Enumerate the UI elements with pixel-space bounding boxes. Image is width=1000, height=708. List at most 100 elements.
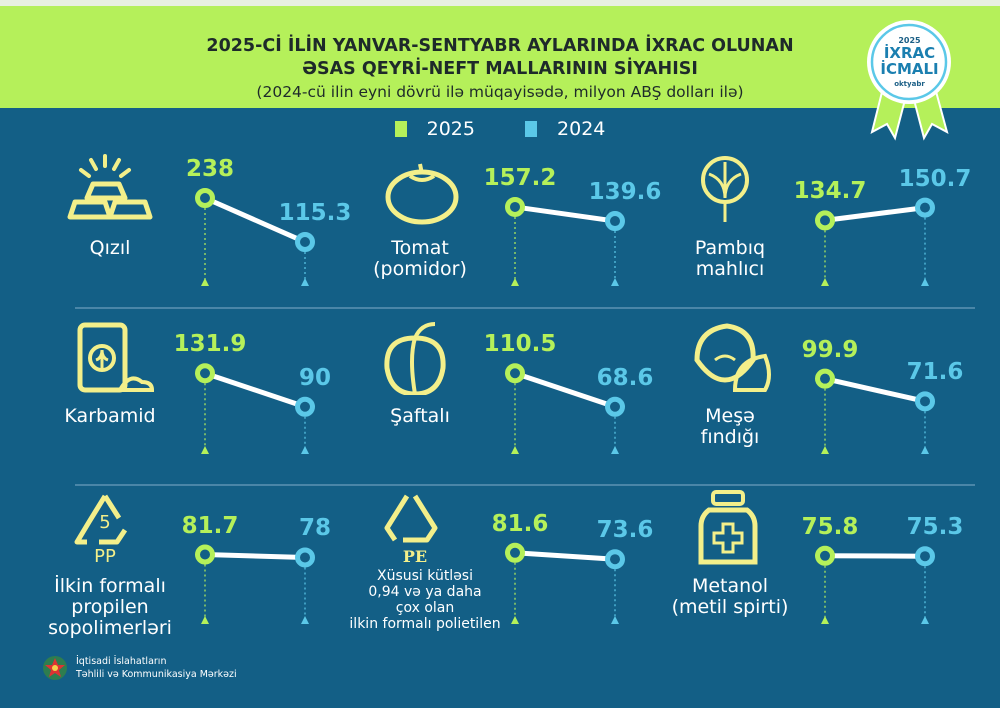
axis-marker-2024 (301, 446, 309, 454)
slope-plot (505, 363, 625, 454)
axis-marker-2025 (511, 616, 519, 624)
item-panel: Şaftalı 110.5 68.6 (370, 320, 670, 480)
badge-rosette: 2025 İXRAC İCMALI oktyabr (862, 14, 957, 144)
value-2024: 150.7 (898, 165, 972, 192)
point-2025 (505, 196, 525, 217)
item-panel: 5 PP İlkin formalı propilen sopolimerləri… (48, 490, 360, 650)
axis-marker-2024 (611, 616, 619, 624)
emblem-icon (43, 656, 67, 680)
value-2025: 134.7 (793, 178, 867, 205)
axis-marker-2025 (201, 278, 209, 286)
value-2024: 75.3 (906, 514, 964, 541)
item-panel: Qızıl 238 115.3 (60, 152, 360, 312)
svg-text:PP: PP (94, 546, 116, 565)
item-panel: Karbamid 131.9 90 (60, 320, 360, 480)
legend-label: 2025 (426, 118, 475, 140)
medicine-bottle-icon (698, 490, 758, 565)
item-label: Metanol (metil spirti) (671, 575, 789, 618)
axis-marker-2024 (611, 446, 619, 454)
axis-marker-2025 (821, 446, 829, 454)
header-banner: 2025-Cİ İLİN YANVAR-SENTYABR AYLARINDA İ… (0, 0, 1000, 108)
item-panel: Tomat (pomidor) 157.2 139.6 (370, 152, 670, 312)
legend-item-2025: 2025 (394, 118, 475, 140)
title-line-2: ƏSAS QEYRİ-NEFT MALLARININ SİYAHISI (302, 59, 698, 79)
footer-line2: Təhlili və Kommunikasiya Mərkəzi (76, 669, 237, 680)
value-2024: 78 (298, 515, 332, 542)
point-2025 (195, 544, 215, 565)
point-2025 (505, 542, 525, 563)
item-panel: PE Xüsusi kütləsi 0,94 və ya daha çox ol… (349, 490, 670, 650)
value-2024: 68.6 (596, 364, 654, 391)
hazelnut-icon (694, 323, 771, 392)
item-label: Meşə fındığı (700, 405, 760, 448)
legend-swatch (525, 121, 538, 137)
slope-line (204, 552, 306, 560)
value-2025: 238 (185, 156, 235, 182)
value-2025: 157.2 (483, 164, 557, 191)
item-label: İlkin formalı propilen sopolimerləri (48, 575, 172, 639)
axis-marker-2025 (201, 446, 209, 454)
axis-marker-2025 (821, 616, 829, 624)
slope-line (514, 204, 616, 224)
axis-marker-2024 (301, 616, 309, 624)
point-2024 (295, 232, 315, 252)
slope-plot (505, 196, 625, 286)
footer-line1: İqtisadi İslahatların (76, 656, 167, 667)
badge-line2: İCMALI (880, 60, 939, 78)
axis-marker-2024 (301, 278, 309, 286)
point-2024 (605, 396, 625, 417)
axis-marker-2024 (921, 278, 929, 286)
item-label: Karbamid (64, 405, 156, 427)
slope-line (514, 370, 616, 410)
point-2024 (295, 396, 315, 417)
recycle-pp-icon: 5 PP (74, 494, 128, 565)
item-label: Pambıq mahlıcı (694, 237, 766, 280)
slope-plot (195, 544, 315, 624)
svg-text:5: 5 (99, 512, 110, 533)
footer-logo: İqtisadi İslahatların Təhlili və Kommunik… (42, 655, 237, 681)
slope-line (203, 195, 307, 245)
value-2024: 73.6 (596, 517, 654, 544)
slope-plot (815, 545, 935, 624)
point-2025 (195, 188, 215, 208)
point-2024 (605, 211, 625, 232)
slope-line (204, 370, 306, 410)
legend: 2025 2024 (0, 118, 1000, 142)
axis-marker-2024 (921, 446, 929, 454)
point-2024 (915, 197, 935, 218)
svg-text:PE: PE (403, 547, 427, 565)
point-2025 (815, 545, 835, 566)
slope-plot (195, 188, 315, 286)
row-divider (75, 307, 975, 309)
slope-line (824, 205, 926, 223)
value-2024: 139.6 (588, 179, 662, 206)
item-panel: Metanol (metil spirti) 75.8 75.3 (672, 490, 980, 650)
badge-line1: İXRAC (883, 44, 936, 62)
point-2025 (815, 210, 835, 231)
point-2024 (915, 391, 935, 412)
legend-swatch (394, 121, 407, 137)
axis-marker-2025 (511, 446, 519, 454)
badge-month: oktyabr (894, 80, 925, 88)
value-2025: 131.9 (173, 331, 247, 358)
cotton-icon (701, 156, 749, 222)
item-label: Şaftalı (390, 405, 450, 427)
value-2024: 115.3 (278, 200, 352, 226)
value-2025: 81.6 (491, 510, 549, 537)
axis-marker-2025 (821, 278, 829, 286)
point-2024 (295, 547, 315, 568)
slope-plot (505, 542, 625, 624)
axis-marker-2024 (611, 278, 619, 286)
value-2025: 110.5 (483, 331, 557, 358)
point-2025 (815, 368, 835, 389)
slope-plot (815, 368, 935, 454)
badge-year: 2025 (898, 36, 921, 45)
subtitle: (2024-cü ilin eyni dövrü ilə müqayisədə,… (256, 83, 744, 101)
legend-label: 2024 (557, 118, 606, 140)
value-2025: 75.8 (801, 513, 859, 540)
row-divider (75, 484, 975, 486)
fertilizer-bag-icon (77, 322, 155, 393)
slope-plot (815, 197, 935, 286)
axis-marker-2024 (921, 616, 929, 624)
recycle-pe-icon: PE (384, 494, 438, 565)
